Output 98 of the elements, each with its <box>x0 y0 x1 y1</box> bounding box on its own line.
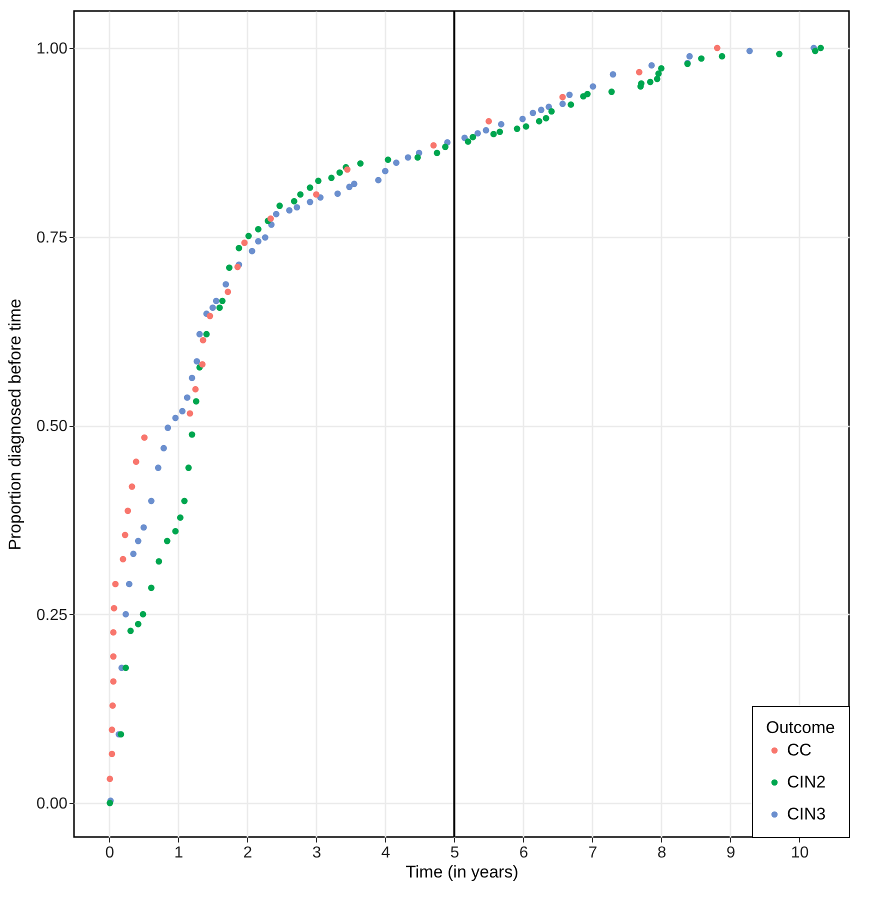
point <box>126 580 132 588</box>
point <box>255 238 262 245</box>
x-tick-label: 5 <box>450 844 460 862</box>
legend-label: CIN3 <box>787 804 826 824</box>
point <box>248 248 256 254</box>
x-tick-label: 9 <box>726 844 736 862</box>
point <box>209 304 216 311</box>
y-tick-label: 0.50 <box>36 418 68 436</box>
point <box>124 508 132 514</box>
point <box>184 394 190 401</box>
point <box>530 110 536 116</box>
x-tick-label: 8 <box>657 844 666 862</box>
point <box>179 408 186 414</box>
point <box>199 361 206 368</box>
point <box>382 168 388 174</box>
point <box>350 180 358 188</box>
point <box>267 215 274 222</box>
point <box>192 386 199 392</box>
legend-label: CIN2 <box>787 772 826 792</box>
x-tick-label: 2 <box>243 844 252 862</box>
point <box>346 184 353 190</box>
point <box>636 68 642 76</box>
point <box>746 48 753 54</box>
point <box>132 458 140 465</box>
point <box>262 234 268 241</box>
point <box>110 678 117 685</box>
point <box>430 142 437 149</box>
point <box>241 240 248 246</box>
y-tick-label: 1.00 <box>36 40 68 58</box>
point <box>222 281 230 288</box>
x-tick-label: 10 <box>790 844 809 862</box>
x-tick-label: 1 <box>174 844 184 862</box>
point <box>648 62 655 69</box>
point <box>134 538 142 544</box>
legend-title: Outcome <box>766 718 835 737</box>
y-tick-label: 0.75 <box>36 229 68 246</box>
point <box>188 374 196 382</box>
y-axis-title: Proportion diagnosed before time <box>5 298 24 550</box>
x-tick-label: 3 <box>312 844 322 862</box>
point <box>234 264 241 270</box>
y-tick-label: 0.00 <box>36 796 68 813</box>
point <box>130 550 137 558</box>
point <box>566 92 573 98</box>
point <box>106 776 114 782</box>
point <box>519 116 526 122</box>
point <box>486 118 492 124</box>
y-tick-label: 0.25 <box>36 606 68 624</box>
point <box>141 434 148 441</box>
point <box>186 410 194 417</box>
point <box>498 121 504 128</box>
point <box>224 288 232 296</box>
point <box>154 464 162 472</box>
point <box>286 207 293 214</box>
point <box>714 44 720 52</box>
point <box>206 312 214 320</box>
point <box>172 414 179 422</box>
point <box>538 106 544 114</box>
legend-label: CC <box>787 740 812 760</box>
point <box>122 611 129 618</box>
point <box>120 556 126 562</box>
point <box>140 524 147 531</box>
x-tick-label: 4 <box>381 844 390 862</box>
point <box>160 444 167 452</box>
point <box>194 358 200 365</box>
point <box>546 104 552 110</box>
point <box>272 210 280 218</box>
point <box>559 94 566 100</box>
point <box>112 580 119 588</box>
x-tick-label: 6 <box>519 844 528 862</box>
point <box>110 629 117 636</box>
point <box>610 71 616 78</box>
x-tick-label: 0 <box>105 844 114 862</box>
point <box>334 190 341 197</box>
point <box>393 160 400 166</box>
point <box>128 483 136 490</box>
point <box>686 53 693 60</box>
point <box>109 702 116 709</box>
x-tick-label: 7 <box>588 844 598 862</box>
point <box>474 130 481 137</box>
point <box>312 191 320 198</box>
point <box>375 176 382 184</box>
point <box>590 83 596 90</box>
point <box>110 604 118 612</box>
point <box>108 750 116 758</box>
point <box>110 653 117 660</box>
point <box>108 726 116 734</box>
point <box>122 532 128 538</box>
point <box>294 204 300 211</box>
point <box>164 424 172 432</box>
point <box>482 127 490 134</box>
x-axis-title: Time (in years) <box>406 862 518 882</box>
point <box>404 154 412 161</box>
point <box>306 198 314 206</box>
point <box>212 298 220 304</box>
point <box>148 498 155 504</box>
point <box>196 330 203 338</box>
point <box>559 100 566 108</box>
point <box>200 336 206 344</box>
